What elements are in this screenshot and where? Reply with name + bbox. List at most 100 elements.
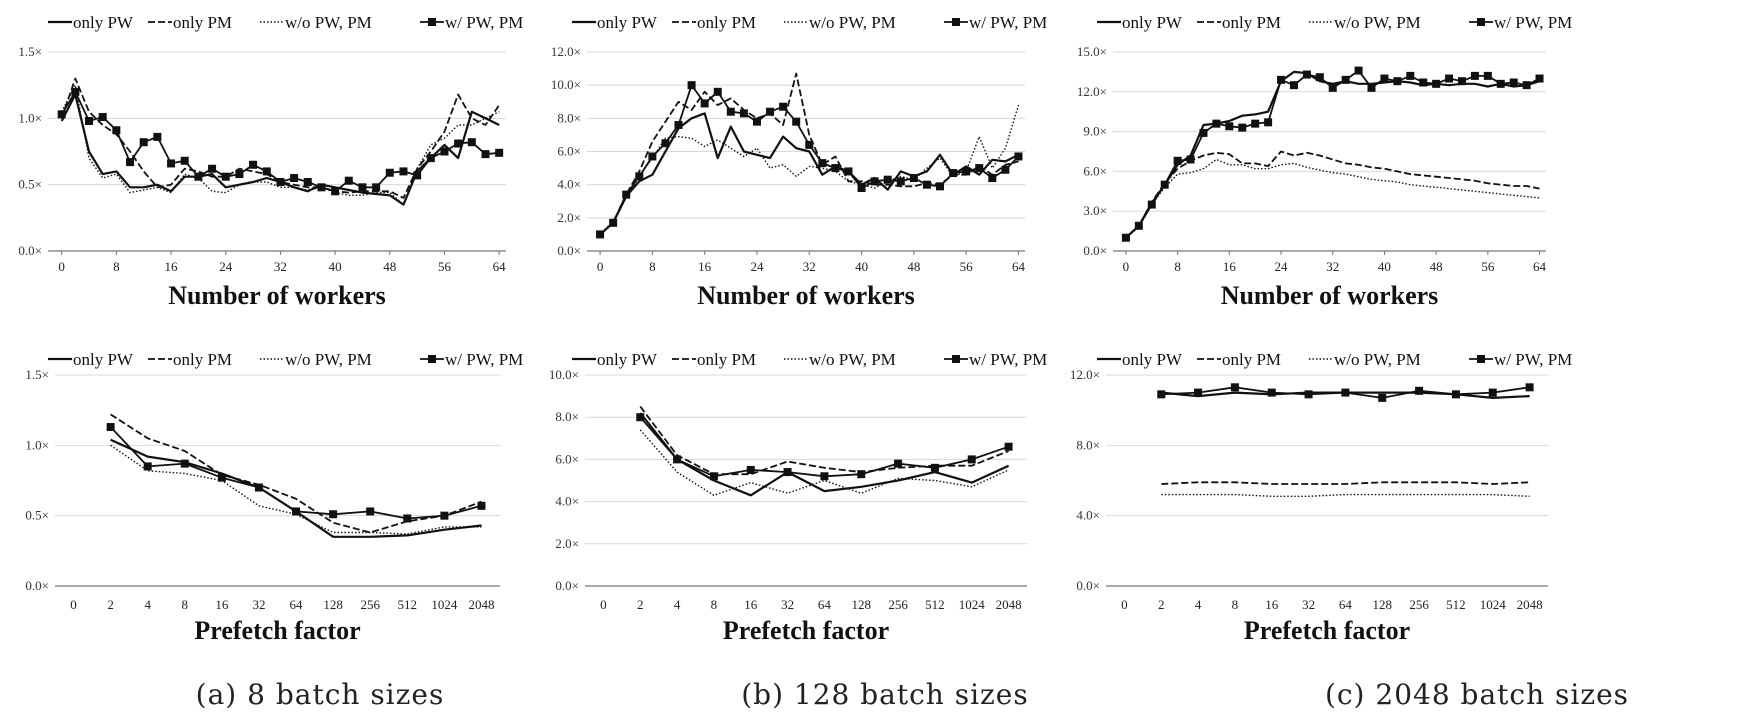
data-point-marker <box>1147 200 1156 209</box>
data-point-marker <box>208 164 217 173</box>
x-tick-label: 16 <box>215 597 229 612</box>
data-point-marker <box>481 150 490 159</box>
y-tick-label: 10.0× <box>551 77 581 92</box>
data-point-marker <box>1535 74 1544 83</box>
legend: only PW only PM w/o PW, PM w/ PW, PM <box>1097 350 1572 369</box>
y-tick-label: 0.0× <box>557 243 581 258</box>
y-tick-label: 0.0× <box>1076 578 1100 593</box>
x-tick-label: 1024 <box>959 597 986 612</box>
data-point-marker <box>413 171 422 180</box>
y-tick-label: 6.0× <box>555 451 579 466</box>
data-point-marker <box>372 183 381 192</box>
x-tick-label: 2 <box>1158 597 1165 612</box>
data-point-marker <box>622 190 631 199</box>
data-point-marker <box>783 468 792 477</box>
x-tick-label: 48 <box>1430 259 1443 274</box>
data-point-marker <box>648 152 657 161</box>
data-point-marker <box>967 455 976 464</box>
y-tick-label: 2.0× <box>557 210 581 225</box>
data-point-marker <box>1509 78 1518 87</box>
data-point-marker <box>739 109 748 118</box>
data-point-marker <box>687 81 696 90</box>
x-tick-label: 512 <box>398 597 418 612</box>
y-tick-label: 10.0× <box>549 367 579 382</box>
y-tick-label: 1.0× <box>18 110 42 125</box>
y-tick-label: 2.0× <box>555 536 579 551</box>
x-axis-title: Number of workers <box>1221 281 1439 310</box>
legend: only PW only PM w/o PW, PM w/ PW, PM <box>48 13 523 32</box>
legend-marker <box>952 18 960 26</box>
x-tick-label: 8 <box>182 597 189 612</box>
data-point-marker <box>254 483 263 492</box>
x-tick-label: 16 <box>1223 259 1237 274</box>
data-point-marker <box>700 99 709 108</box>
data-point-marker <box>746 465 755 474</box>
data-point-marker <box>1457 77 1466 86</box>
data-point-marker <box>1415 386 1424 395</box>
data-point-marker <box>194 172 203 181</box>
legend: only PW only PM w/o PW, PM w/ PW, PM <box>572 13 1047 32</box>
y-tick-label: 12.0× <box>1070 367 1100 382</box>
chart-panel-2: 0.0× 2.0× 4.0× 6.0× 8.0× 10.0× 12.0× 0 8 16 24 32 40… <box>551 13 1047 310</box>
y-tick-label: 0.5× <box>25 508 49 523</box>
legend-label-4: w/ PW, PM <box>445 350 523 369</box>
data-point-marker <box>331 187 340 196</box>
data-point-marker <box>975 164 984 173</box>
legend: only PW only PM w/o PW, PM w/ PW, PM <box>1097 13 1572 32</box>
data-point-marker <box>249 160 258 169</box>
x-tick-label: 24 <box>1275 259 1289 274</box>
x-tick-label: 2048 <box>1517 597 1543 612</box>
legend: only PW only PM w/o PW, PM w/ PW, PM <box>572 350 1047 369</box>
data-point-marker <box>609 218 618 227</box>
data-point-marker <box>936 182 945 191</box>
data-point-marker <box>153 132 162 141</box>
data-point-marker <box>454 139 463 148</box>
data-point-marker <box>673 455 682 464</box>
x-tick-label: 56 <box>960 259 974 274</box>
data-point-marker <box>139 138 148 147</box>
data-point-marker <box>766 107 775 116</box>
legend-label-1: only PW <box>73 350 134 369</box>
data-point-marker <box>366 507 375 516</box>
data-point-marker <box>344 176 353 185</box>
data-point-marker <box>1004 442 1013 451</box>
data-point-marker <box>1134 221 1143 230</box>
data-point-marker <box>1315 73 1324 82</box>
data-point-marker <box>1522 81 1531 90</box>
data-point-marker <box>57 110 66 119</box>
y-tick-label: 4.0× <box>1076 508 1100 523</box>
x-tick-label: 48 <box>907 259 920 274</box>
x-tick-label: 512 <box>1446 597 1466 612</box>
data-point-marker <box>857 470 866 479</box>
chart-panel-5: 0.0× 2.0× 4.0× 6.0× 8.0× 10.0× 0 2 4 8 16 32 64 128 25… <box>549 350 1047 645</box>
chart-panel-6: 0.0× 4.0× 8.0× 12.0× 0 2 4 8 16 32 64 128 256 512 1024… <box>1070 350 1572 645</box>
legend-label-2: only PM <box>173 350 232 369</box>
series-line-2 <box>639 406 1009 476</box>
x-tick-label: 1024 <box>1480 597 1507 612</box>
legend-label-3: w/o PW, PM <box>1334 350 1421 369</box>
x-tick-label: 128 <box>1373 597 1393 612</box>
x-tick-label: 1024 <box>431 597 458 612</box>
data-point-marker <box>1157 390 1166 399</box>
legend-marker <box>428 355 436 363</box>
data-point-marker <box>317 183 326 192</box>
y-tick-label: 8.0× <box>1076 437 1100 452</box>
y-tick-label: 3.0× <box>1083 203 1107 218</box>
data-point-marker <box>167 159 176 168</box>
data-point-marker <box>1194 388 1203 397</box>
y-tick-label: 1.5× <box>18 44 42 59</box>
data-point-marker <box>726 107 735 116</box>
data-point-marker <box>1419 78 1428 87</box>
y-tick-label: 6.0× <box>1083 163 1107 178</box>
data-point-marker <box>1483 71 1492 80</box>
x-tick-label: 48 <box>383 259 396 274</box>
y-tick-label: 8.0× <box>555 409 579 424</box>
x-tick-label: 16 <box>1265 597 1279 612</box>
x-tick-label: 56 <box>1481 259 1495 274</box>
y-tick-label: 4.0× <box>557 177 581 192</box>
data-point-marker <box>1378 393 1387 402</box>
data-point-marker <box>831 164 840 173</box>
y-tick-label: 0.0× <box>1083 243 1107 258</box>
y-tick-label: 6.0× <box>557 144 581 159</box>
data-point-marker <box>440 511 449 520</box>
